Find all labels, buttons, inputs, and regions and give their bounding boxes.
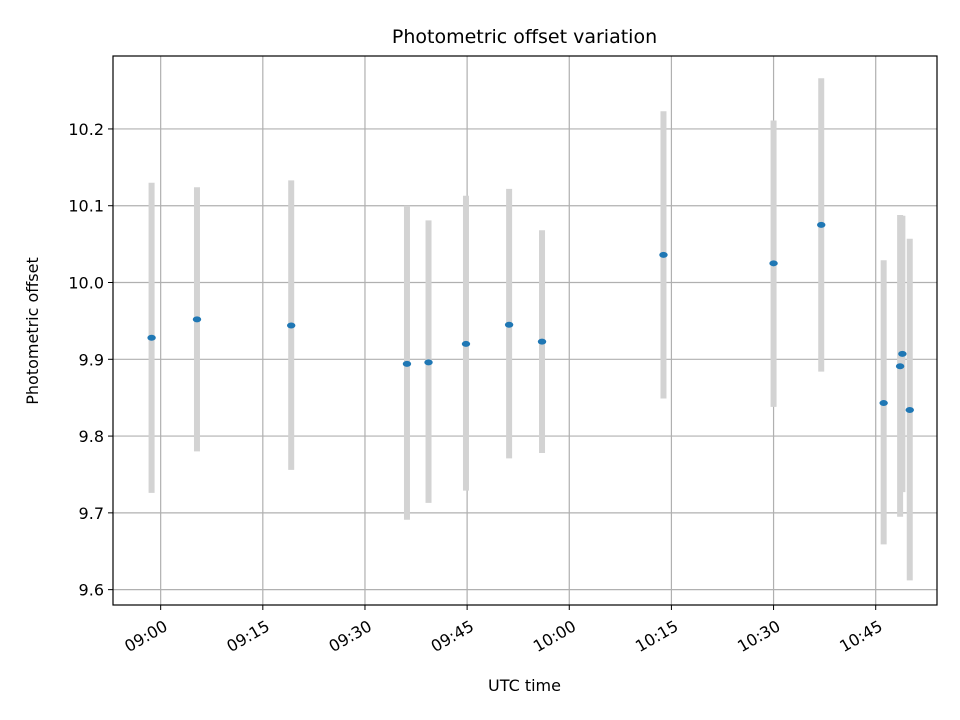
y-tick-label: 10.2 (68, 120, 104, 139)
x-tick-label: 10:00 (530, 616, 579, 656)
x-axis-ticks: 09:00 09:15 09:30 09:45 10:00 10:15 10:30 10:45 (121, 605, 886, 656)
data-point (817, 221, 826, 228)
y-tick-label: 10.1 (68, 197, 104, 216)
data-point (769, 260, 778, 267)
data-point (402, 360, 412, 367)
data-point (461, 340, 471, 347)
chart-title: Photometric offset variation (392, 26, 657, 48)
y-tick-label: 9.8 (79, 427, 104, 446)
data-points (147, 221, 914, 413)
x-tick-label: 09:00 (121, 616, 170, 656)
data-point (537, 338, 547, 345)
y-axis-ticks: 9.6 9.7 9.8 9.9 10.0 10.1 10.2 (68, 120, 113, 600)
data-point (147, 334, 156, 341)
data-point (286, 322, 296, 329)
data-point (879, 400, 888, 407)
x-tick-label: 10:30 (734, 616, 783, 656)
x-tick-label: 09:30 (326, 616, 375, 656)
x-tick-label: 09:45 (428, 616, 477, 656)
y-tick-label: 10.0 (68, 274, 104, 293)
x-tick-label: 10:45 (836, 616, 885, 656)
data-point (905, 406, 914, 413)
y-tick-label: 9.9 (79, 350, 104, 369)
data-point (192, 316, 202, 323)
grid (113, 56, 937, 605)
data-point (895, 363, 905, 370)
x-tick-label: 10:15 (632, 616, 681, 656)
data-point (424, 359, 433, 366)
y-tick-label: 9.7 (79, 504, 104, 523)
errorbars (148, 78, 913, 581)
data-point (898, 350, 907, 357)
plot-frame (112, 55, 938, 606)
y-axis-label: Photometric offset (23, 257, 42, 405)
x-axis-label: UTC time (488, 676, 561, 695)
data-point (659, 251, 668, 258)
y-tick-label: 9.6 (79, 581, 104, 600)
x-tick-label: 09:15 (223, 616, 272, 656)
data-point (504, 321, 514, 328)
